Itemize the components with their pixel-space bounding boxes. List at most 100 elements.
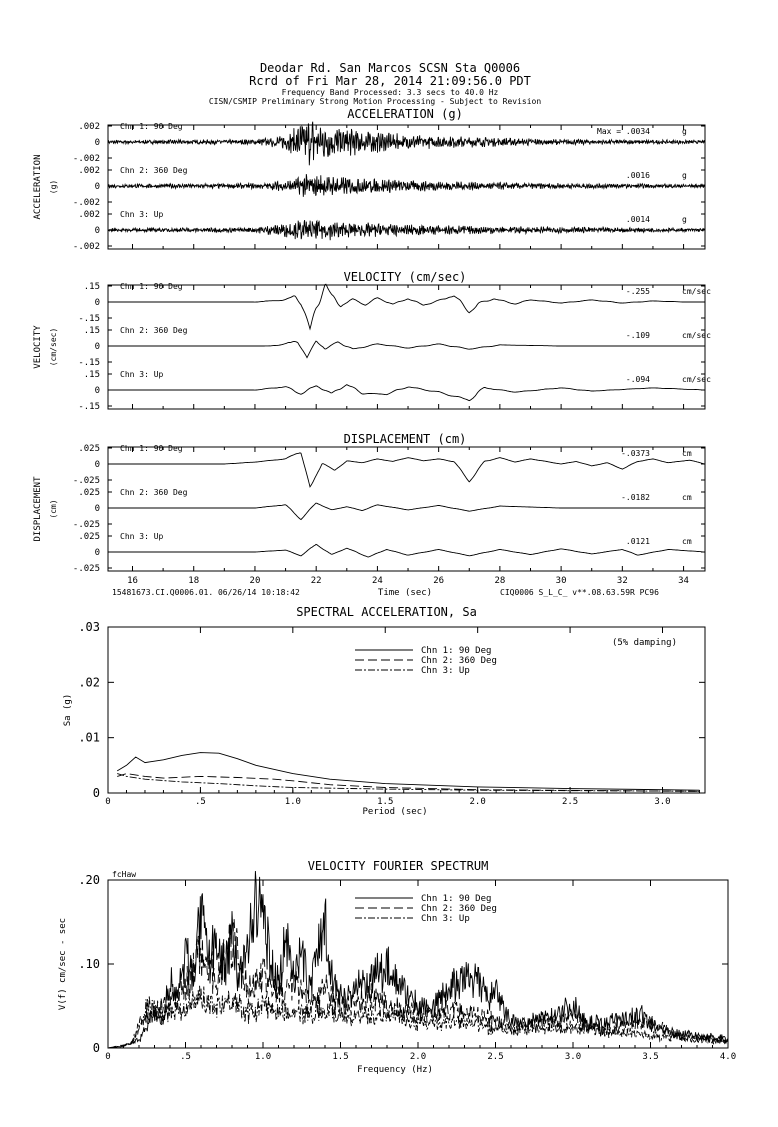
peak-unit: cm/sec — [682, 287, 711, 296]
y-tick-label: .20 — [78, 873, 100, 887]
trace-acceleration-chn3 — [107, 219, 706, 241]
x-tick-label: 0 — [105, 797, 110, 807]
y-tick-label: .02 — [78, 675, 100, 689]
y-axis-label: VELOCITY — [33, 325, 43, 369]
x-tick-label: 34 — [678, 576, 689, 586]
y-tick-label: -.15 — [78, 358, 100, 368]
y-tick-label: .01 — [78, 731, 100, 745]
trace-displacement-chn2 — [108, 502, 705, 521]
y-tick-label: 0 — [95, 342, 100, 352]
fourier-curve-chn1 — [107, 870, 729, 1049]
sa-curve-chn1 — [116, 752, 700, 791]
x-tick-label: 16 — [127, 576, 138, 586]
x-tick-label: .5 — [180, 1052, 191, 1062]
peak-value: .0016 — [626, 171, 650, 180]
y-tick-label: .025 — [78, 444, 100, 454]
x-tick-label: 1.5 — [377, 797, 393, 807]
x-tick-label: 30 — [556, 576, 567, 586]
y-tick-label: 0 — [95, 182, 100, 192]
fourier-curve-chn3 — [107, 985, 729, 1049]
legend-label: Chn 2: 360 Deg — [421, 656, 497, 666]
trace-velocity-chn2 — [108, 340, 705, 359]
channel-label: Chn 2: 360 Deg — [120, 488, 188, 497]
y-tick-label: .025 — [78, 532, 100, 542]
legend-label: Chn 1: 90 Deg — [421, 894, 491, 904]
y-tick-label: -.025 — [73, 476, 100, 486]
peak-value: -.094 — [626, 375, 650, 384]
y-axis-label: Sa (g) — [63, 694, 73, 727]
x-tick-label: 4.0 — [720, 1052, 736, 1062]
x-tick-label: 2.0 — [410, 1052, 426, 1062]
channel-label: Chn 3: Up — [120, 370, 164, 379]
y-tick-label: -.025 — [73, 520, 100, 530]
y-tick-label: -.002 — [73, 242, 100, 252]
y-tick-label: .002 — [78, 166, 100, 176]
panel-title: SPECTRAL ACCELERATION, Sa — [296, 605, 477, 619]
legend-label: Chn 1: 90 Deg — [421, 646, 491, 656]
x-tick-label: 1.5 — [332, 1052, 348, 1062]
panel-title: VELOCITY (cm/sec) — [344, 270, 467, 284]
y-axis-label: ACCELERATION — [33, 154, 43, 219]
trace-acceleration-chn1 — [107, 121, 706, 166]
y-tick-label: -.15 — [78, 314, 100, 324]
header-band: Frequency Band Processed: 3.3 secs to 40… — [282, 88, 499, 97]
y-tick-label: .03 — [78, 620, 100, 634]
plot-frame — [107, 626, 706, 794]
peak-value: -.255 — [626, 287, 650, 296]
x-tick-label: 32 — [617, 576, 628, 586]
y-axis-label: DISPLACEMENT — [33, 476, 43, 542]
legend-label: Chn 2: 360 Deg — [421, 904, 497, 914]
y-tick-label: -.15 — [78, 402, 100, 412]
y-tick-label: .002 — [78, 122, 100, 132]
y-tick-label: .025 — [78, 488, 100, 498]
channel-label: Chn 2: 360 Deg — [120, 326, 188, 335]
plot-frame — [107, 446, 706, 572]
peak-value: -.0182 — [621, 493, 650, 502]
x-tick-label: 3.0 — [654, 797, 670, 807]
y-tick-label: -.002 — [73, 154, 100, 164]
y-axis-unit: (g) — [49, 180, 58, 194]
y-tick-label: 0 — [95, 504, 100, 514]
y-tick-label: -.002 — [73, 198, 100, 208]
corner-label: fcHaw — [112, 870, 136, 879]
y-axis-unit: (cm) — [49, 499, 58, 518]
peak-value: Max = .0034 — [597, 127, 650, 136]
channel-label: Chn 3: Up — [120, 532, 164, 541]
peak-unit: g — [682, 127, 687, 136]
y-tick-label: .002 — [78, 210, 100, 220]
y-tick-label: -.025 — [73, 564, 100, 574]
x-tick-label: 1.0 — [285, 797, 301, 807]
trace-displacement-chn3 — [108, 543, 705, 558]
header-record: Rcrd of Fri Mar 28, 2014 21:09:56.0 PDT — [249, 74, 531, 88]
peak-value: .0014 — [626, 215, 650, 224]
channel-label: Chn 1: 90 Deg — [120, 444, 183, 453]
x-tick-label: .5 — [195, 797, 206, 807]
plot-frame — [107, 284, 706, 410]
sa-curve-chn2 — [117, 773, 700, 792]
x-tick-label: 26 — [433, 576, 444, 586]
channel-label: Chn 2: 360 Deg — [120, 166, 188, 175]
legend-label: Chn 3: Up — [421, 666, 470, 676]
y-tick-label: 0 — [95, 226, 100, 236]
channel-label: Chn 3: Up — [120, 210, 164, 219]
peak-value: -.109 — [626, 331, 650, 340]
y-tick-label: 0 — [95, 460, 100, 470]
footer-left: 15481673.CI.Q0006.01. 06/26/14 10:18:42 — [112, 588, 300, 597]
footer-right: CIQ0006 S_L_C_ v**.08.63.59R PC96 — [500, 588, 659, 597]
x-tick-label: 18 — [188, 576, 199, 586]
channel-label: Chn 1: 90 Deg — [120, 122, 183, 131]
y-tick-label: .15 — [84, 326, 100, 336]
trace-acceleration-chn2 — [107, 174, 706, 197]
x-tick-label: 2.0 — [470, 797, 486, 807]
peak-value: -.0373 — [621, 449, 650, 458]
peak-unit: cm/sec — [682, 331, 711, 340]
y-tick-label: 0 — [93, 786, 100, 800]
header-station: Deodar Rd. San Marcos SCSN Sta Q0006 — [260, 61, 520, 75]
panel-title: DISPLACEMENT (cm) — [344, 432, 467, 446]
peak-unit: cm — [682, 449, 692, 458]
x-tick-label: 2.5 — [487, 1052, 503, 1062]
legend-label: Chn 3: Up — [421, 914, 470, 924]
x-tick-label: 20 — [250, 576, 261, 586]
y-axis-unit: (cm/sec) — [49, 328, 58, 367]
